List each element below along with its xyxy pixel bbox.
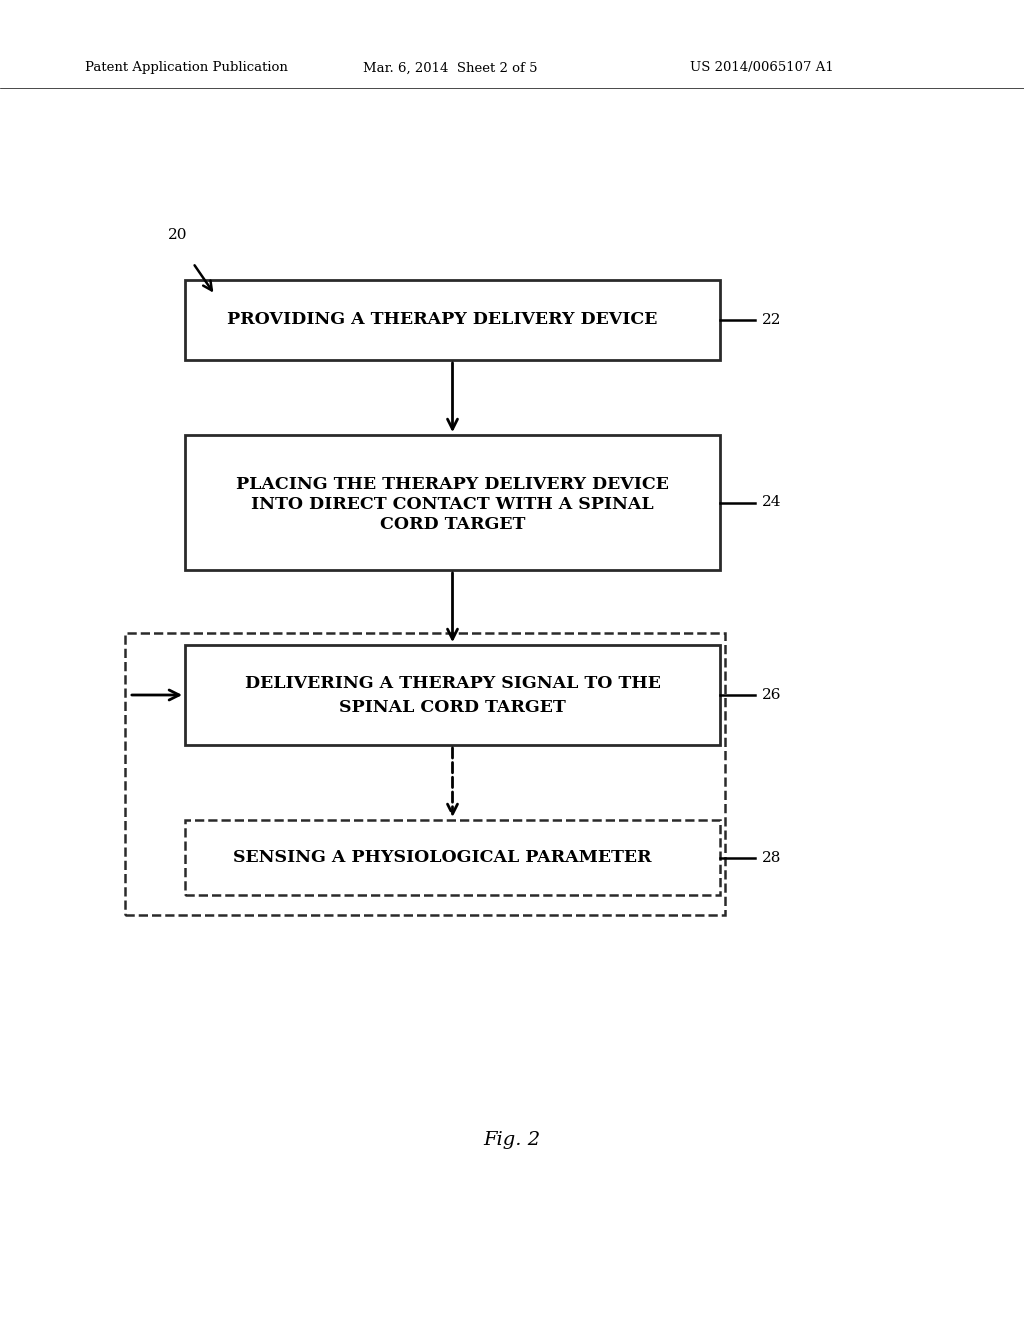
Text: PROVIDING A THERAPY DELIVERY DEVICE: PROVIDING A THERAPY DELIVERY DEVICE (227, 312, 657, 329)
Bar (125, 634, 725, 915)
Text: PLACING THE THERAPY DELIVERY DEVICE: PLACING THE THERAPY DELIVERY DEVICE (237, 477, 669, 492)
Text: Mar. 6, 2014  Sheet 2 of 5: Mar. 6, 2014 Sheet 2 of 5 (362, 62, 538, 74)
Bar (185, 820, 720, 895)
Text: DELIVERING A THERAPY SIGNAL TO THE: DELIVERING A THERAPY SIGNAL TO THE (245, 675, 660, 692)
Text: 24: 24 (762, 495, 781, 510)
Text: 26: 26 (762, 688, 781, 702)
Text: 28: 28 (762, 850, 781, 865)
Text: US 2014/0065107 A1: US 2014/0065107 A1 (690, 62, 834, 74)
Text: SENSING A PHYSIOLOGICAL PARAMETER: SENSING A PHYSIOLOGICAL PARAMETER (233, 849, 651, 866)
Text: CORD TARGET: CORD TARGET (380, 516, 525, 533)
Text: Patent Application Publication: Patent Application Publication (85, 62, 288, 74)
Text: Fig. 2: Fig. 2 (483, 1131, 541, 1148)
Bar (185, 645, 720, 744)
Bar (185, 436, 720, 570)
Text: 20: 20 (168, 228, 187, 242)
Bar (185, 280, 720, 360)
Text: 22: 22 (762, 313, 781, 327)
Text: SPINAL CORD TARGET: SPINAL CORD TARGET (339, 698, 566, 715)
Text: INTO DIRECT CONTACT WITH A SPINAL: INTO DIRECT CONTACT WITH A SPINAL (251, 496, 653, 513)
